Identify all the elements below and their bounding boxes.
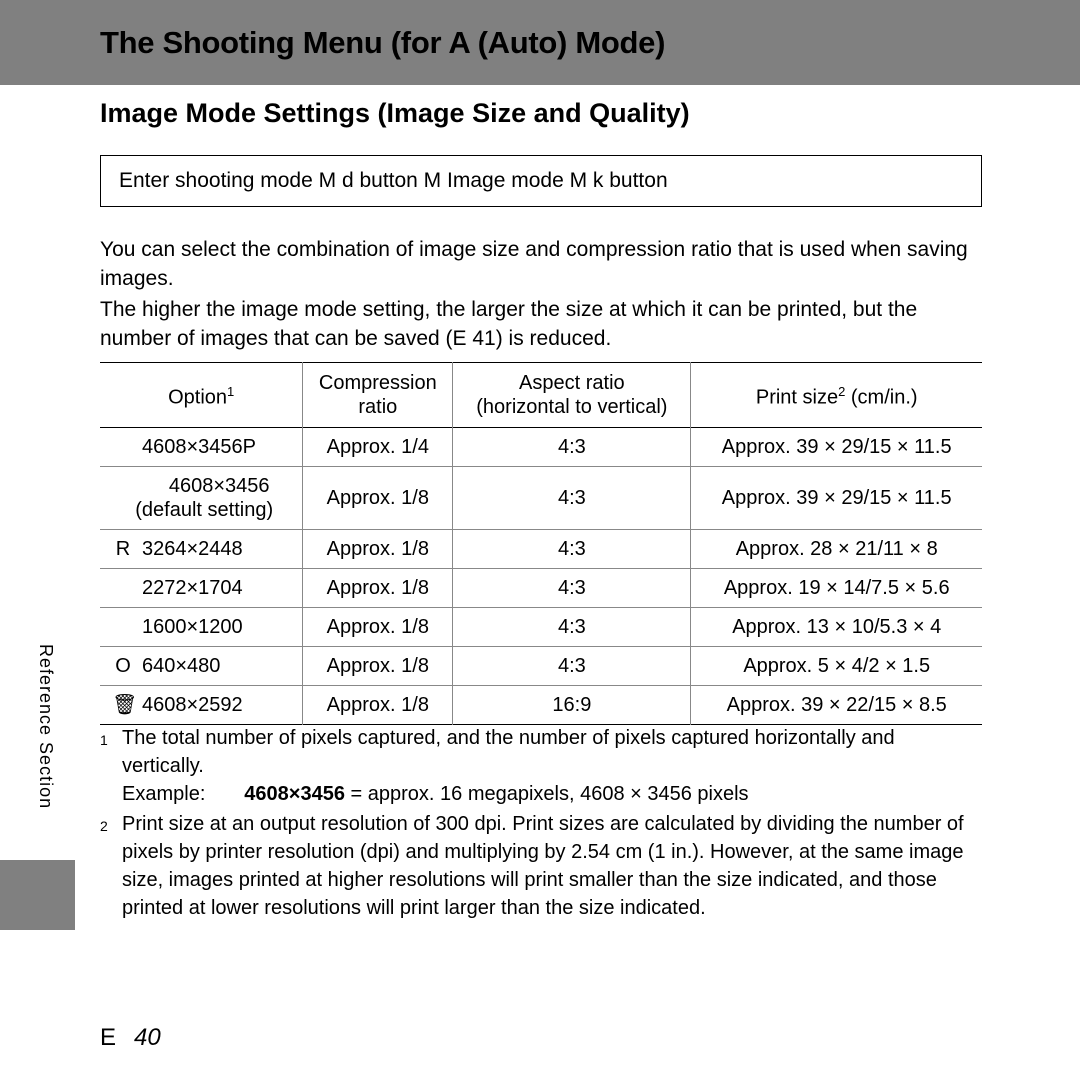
cell-compression: Approx. 1/4 bbox=[303, 428, 453, 467]
footnote-2-index: 2 bbox=[100, 810, 122, 840]
table-row: 4608×3456P Approx. 1/44:3Approx. 39 × 29/… bbox=[100, 428, 982, 467]
footnote-1: 1 The total number of pixels captured, a… bbox=[100, 724, 982, 808]
cell-option: O 640×480 bbox=[100, 647, 303, 686]
body-p2-b: ) is reduced. bbox=[496, 327, 612, 350]
option-label: 2272×1704 bbox=[142, 577, 243, 599]
image-mode-table: Option1 Compression ratio Aspect ratio (… bbox=[100, 362, 982, 725]
option-label: 4608×2592 bbox=[142, 694, 243, 716]
th-print: Print size2 (cm/in.) bbox=[691, 363, 982, 428]
cell-print: Approx. 5 × 4/2 × 1.5 bbox=[691, 647, 982, 686]
th-print-b: (cm/in.) bbox=[845, 387, 917, 409]
cell-compression: Approx. 1/8 bbox=[303, 569, 453, 608]
cell-aspect: 4:3 bbox=[453, 428, 691, 467]
table-body: 4608×3456PApprox. 1/44:3Approx. 39 × 29/… bbox=[100, 428, 982, 725]
option-label: 4608×3456 bbox=[169, 475, 270, 497]
page-number-value: 40 bbox=[134, 1024, 161, 1051]
table-row: O 640×480 Approx. 1/84:3Approx. 5 × 4/2 × … bbox=[100, 647, 982, 686]
option-extra: (default setting) bbox=[112, 499, 296, 521]
cell-option: 1600×1200 bbox=[100, 608, 303, 647]
option-label: 3264×2448 bbox=[142, 538, 243, 560]
footnote-1-example-tail: = approx. 16 megapixels, 4608 × 3456 pix… bbox=[345, 783, 749, 805]
cell-print: Approx. 39 × 29/15 × 11.5 bbox=[691, 428, 982, 467]
cell-compression: Approx. 1/8 bbox=[303, 467, 453, 530]
table-row: 🗑 4608×2592 Approx. 1/816:9Approx. 39 × 22… bbox=[100, 686, 982, 725]
option-icon: 🗑 bbox=[112, 694, 134, 716]
table-row: 4608×3456(default setting)Approx. 1/84:3… bbox=[100, 467, 982, 530]
cell-aspect: 4:3 bbox=[453, 608, 691, 647]
option-label: 4608×3456P bbox=[142, 436, 256, 458]
section-subtitle: Image Mode Settings (Image Size and Qual… bbox=[100, 98, 690, 129]
side-thumb-tab bbox=[0, 860, 75, 930]
body-paragraph-2: The higher the image mode setting, the l… bbox=[100, 295, 990, 353]
cell-compression: Approx. 1/8 bbox=[303, 608, 453, 647]
option-label: 640×480 bbox=[142, 655, 220, 677]
table-row: 2272×1704 Approx. 1/84:3Approx. 19 × 14/7… bbox=[100, 569, 982, 608]
table-row: R 3264×2448 Approx. 1/84:3Approx. 28 × 21/… bbox=[100, 530, 982, 569]
cell-option: 4608×3456(default setting) bbox=[100, 467, 303, 530]
option-icon: R bbox=[112, 538, 134, 560]
cell-print: Approx. 39 × 29/15 × 11.5 bbox=[691, 467, 982, 530]
cell-print: Approx. 13 × 10/5.3 × 4 bbox=[691, 608, 982, 647]
th-aspect-b: (horizontal to vertical) bbox=[476, 396, 667, 418]
th-aspect-a: Aspect ratio bbox=[519, 372, 625, 394]
cell-compression: Approx. 1/8 bbox=[303, 530, 453, 569]
cell-print: Approx. 19 × 14/7.5 × 5.6 bbox=[691, 569, 982, 608]
cell-aspect: 4:3 bbox=[453, 467, 691, 530]
cell-compression: Approx. 1/8 bbox=[303, 647, 453, 686]
body-text: You can select the combination of image … bbox=[100, 235, 990, 355]
cell-print: Approx. 28 × 21/11 × 8 bbox=[691, 530, 982, 569]
footnote-1-example-label: Example: bbox=[122, 783, 205, 805]
cell-aspect: 4:3 bbox=[453, 530, 691, 569]
cell-option: 2272×1704 bbox=[100, 569, 303, 608]
option-icon: O bbox=[112, 655, 134, 677]
footnotes: 1 The total number of pixels captured, a… bbox=[100, 724, 982, 924]
footnote-2-text: Print size at an output resolution of 30… bbox=[122, 810, 982, 922]
side-tab-label: Reference Section bbox=[36, 644, 56, 844]
table-row: 1600×1200 Approx. 1/84:3Approx. 13 × 10/5… bbox=[100, 608, 982, 647]
body-p2-ref: E 41 bbox=[453, 327, 496, 350]
th-print-a: Print size bbox=[756, 387, 838, 409]
footnote-1-text: The total number of pixels captured, and… bbox=[122, 727, 895, 777]
header-band: The Shooting Menu (for A (Auto) Mode) bbox=[0, 0, 1080, 85]
page-number: E 40 bbox=[100, 1024, 161, 1052]
cell-option: 4608×3456P bbox=[100, 428, 303, 467]
page-number-prefix: E bbox=[100, 1024, 116, 1051]
footnote-1-index: 1 bbox=[100, 724, 122, 754]
footnote-1-example-bold: 4608×3456 bbox=[244, 783, 345, 805]
cell-option: 🗑 4608×2592 bbox=[100, 686, 303, 725]
th-comp-b: ratio bbox=[358, 396, 397, 418]
page-title: The Shooting Menu (for A (Auto) Mode) bbox=[100, 25, 665, 61]
cell-aspect: 4:3 bbox=[453, 647, 691, 686]
th-aspect: Aspect ratio (horizontal to vertical) bbox=[453, 363, 691, 428]
navigation-path-box: Enter shooting mode M d button M Image m… bbox=[100, 155, 982, 207]
cell-option: R 3264×2448 bbox=[100, 530, 303, 569]
th-option-text: Option bbox=[168, 387, 227, 409]
cell-print: Approx. 39 × 22/15 × 8.5 bbox=[691, 686, 982, 725]
option-label: 1600×1200 bbox=[142, 616, 243, 638]
cell-aspect: 16:9 bbox=[453, 686, 691, 725]
body-paragraph-1: You can select the combination of image … bbox=[100, 235, 990, 293]
cell-aspect: 4:3 bbox=[453, 569, 691, 608]
cell-compression: Approx. 1/8 bbox=[303, 686, 453, 725]
th-compression: Compression ratio bbox=[303, 363, 453, 428]
th-option-sup: 1 bbox=[227, 384, 234, 399]
th-option: Option1 bbox=[100, 363, 303, 428]
footnote-2: 2 Print size at an output resolution of … bbox=[100, 810, 982, 922]
th-comp-a: Compression bbox=[319, 372, 437, 394]
